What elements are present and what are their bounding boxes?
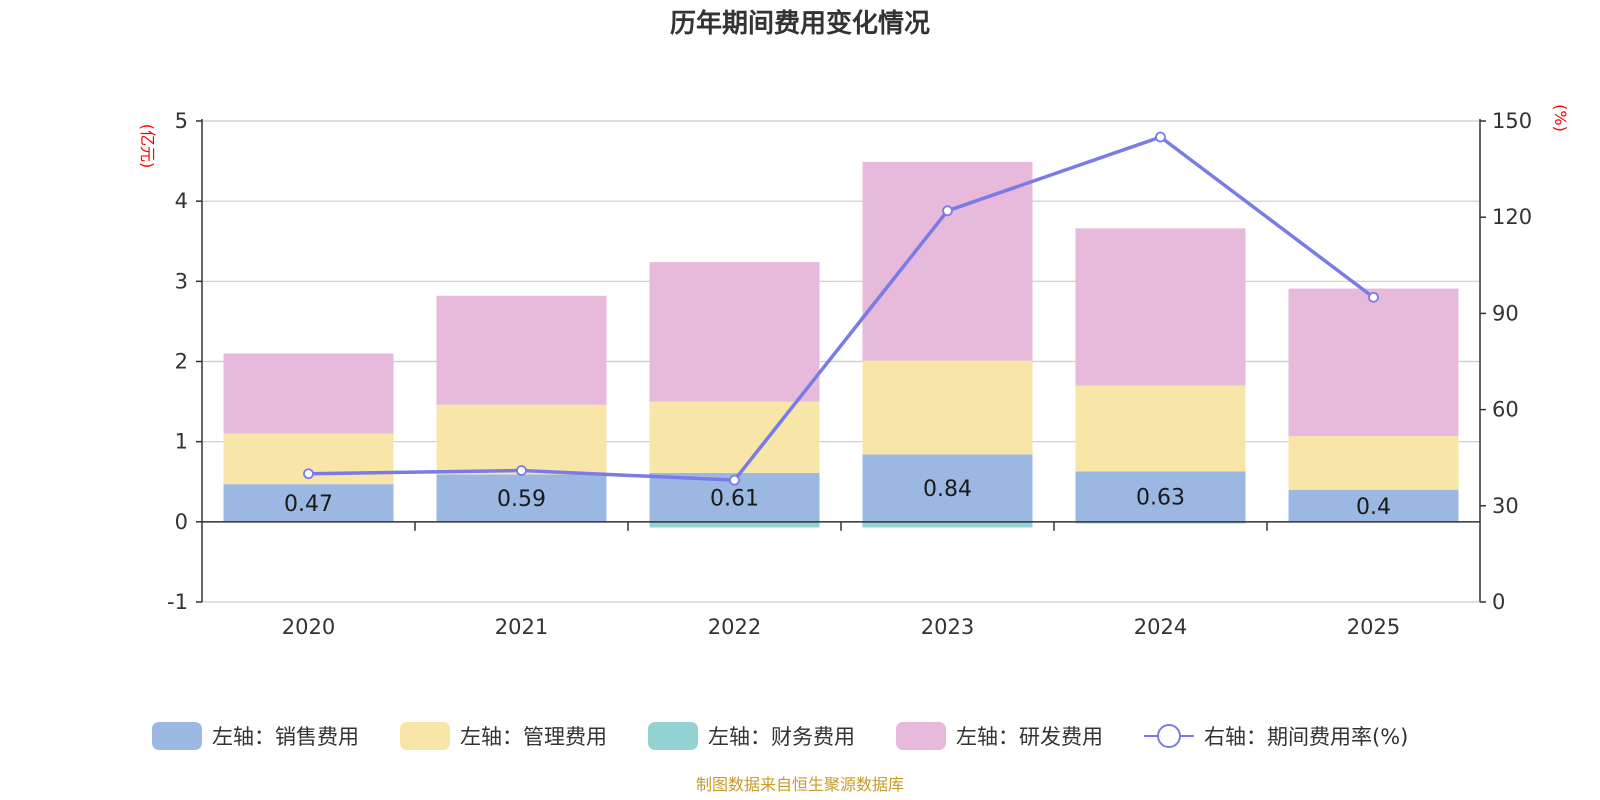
rate-point-2023 — [942, 205, 953, 217]
left-tick-label: 1 — [175, 430, 188, 454]
legend-swatch — [896, 722, 946, 750]
bar-研发费用-2023 — [862, 161, 1033, 361]
legend-label: 左轴：财务费用 — [708, 725, 855, 749]
axes — [196, 119, 1486, 603]
category-label: 2023 — [921, 615, 974, 639]
left-tick-label: -1 — [167, 590, 188, 614]
legend-label: 右轴：期间费用率(%) — [1204, 725, 1408, 749]
right-tick-label: 120 — [1492, 205, 1532, 229]
bar-研发费用-2020 — [223, 353, 394, 434]
bar-销售费用-2025 — [1288, 489, 1459, 522]
right-tick-label: 0 — [1492, 590, 1505, 614]
bar-管理费用-2022 — [649, 401, 820, 473]
rate-line — [303, 131, 1379, 486]
bar-研发费用-2021 — [436, 295, 607, 405]
bar-销售费用-2020 — [223, 484, 394, 522]
category-label: 2022 — [708, 615, 761, 639]
legend-label: 左轴：管理费用 — [460, 725, 607, 749]
legend-circle-swatch — [1157, 724, 1181, 748]
data-labels: 0.47 0.59 0.61 0.84 0.63 0.4 — [284, 477, 1391, 520]
bar-管理费用-2023 — [862, 360, 1033, 455]
bar-研发费用-2022 — [649, 262, 820, 402]
left-tick-label: 4 — [175, 189, 188, 213]
source-note: 制图数据来自恒生聚源数据库 — [696, 775, 904, 794]
legend-label: 左轴：销售费用 — [212, 725, 359, 749]
data-label: 0.84 — [923, 477, 972, 502]
legend-swatch — [152, 722, 202, 750]
legend-swatch — [400, 722, 450, 750]
category-label: 2024 — [1134, 615, 1187, 639]
bar-财务费用-2023 — [862, 521, 1033, 528]
data-label: 0.63 — [1136, 486, 1185, 511]
right-axis-unit: (%) — [1551, 104, 1570, 132]
bar-销售费用-2024 — [1075, 471, 1246, 522]
category-label: 2025 — [1347, 615, 1400, 639]
bars — [223, 161, 1459, 528]
data-label: 0.47 — [284, 492, 333, 517]
bar-管理费用-2021 — [436, 404, 607, 475]
bar-财务费用-2022 — [649, 521, 820, 528]
data-label: 0.4 — [1356, 495, 1391, 520]
legend-label: 左轴：研发费用 — [956, 725, 1103, 749]
rate-line-path — [308, 135, 1375, 482]
tick-labels: 5 4 3 2 1 0 -1 150 120 90 60 30 0 2020 2021 2022 2023 202… — [167, 109, 1532, 639]
bar-研发费用-2024 — [1075, 228, 1246, 386]
right-tick-label: 30 — [1492, 494, 1519, 518]
bar-销售费用-2021 — [436, 474, 607, 522]
right-tick-label: 150 — [1492, 109, 1532, 133]
rate-point-2025 — [1368, 291, 1379, 303]
left-axis-unit: (亿元) — [138, 124, 157, 169]
rate-point-2024 — [1155, 131, 1166, 143]
category-label: 2021 — [495, 615, 548, 639]
right-tick-label: 90 — [1492, 301, 1519, 325]
category-label: 2020 — [282, 615, 335, 639]
left-tick-label: 0 — [175, 510, 188, 534]
left-tick-label: 3 — [175, 269, 188, 293]
rate-point-2020 — [303, 468, 314, 480]
bar-管理费用-2024 — [1075, 385, 1246, 472]
bar-研发费用-2025 — [1288, 288, 1459, 437]
legend-swatch — [648, 722, 698, 750]
rate-point-2022 — [729, 474, 740, 486]
data-label: 0.59 — [497, 487, 546, 512]
bar-财务费用-2024 — [1075, 521, 1246, 524]
legend: 左轴：销售费用 左轴：管理费用 左轴：财务费用 左轴：研发费用 右轴：期间费用率(%) — [152, 722, 1408, 750]
bar-管理费用-2025 — [1288, 436, 1459, 490]
data-label: 0.61 — [710, 486, 759, 511]
left-tick-label: 2 — [175, 350, 188, 374]
left-tick-label: 5 — [175, 109, 188, 133]
rate-point-2021 — [516, 465, 527, 476]
bar-销售费用-2023 — [862, 454, 1033, 522]
right-tick-label: 60 — [1492, 398, 1519, 422]
chart-title: 历年期间费用变化情况 — [670, 8, 930, 39]
